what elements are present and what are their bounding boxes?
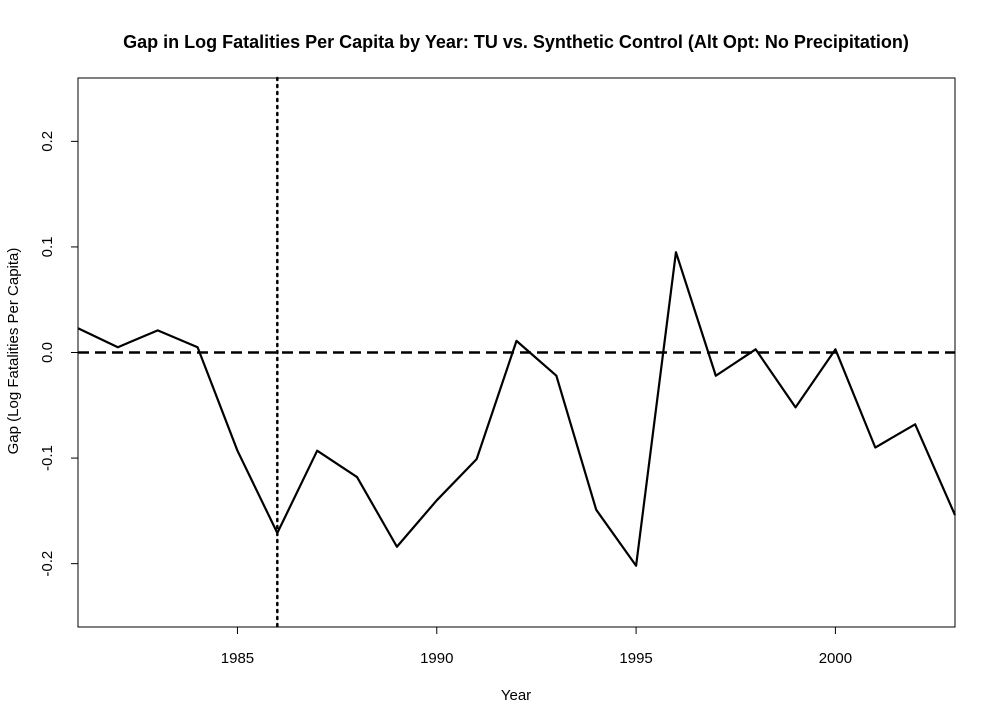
data-point xyxy=(755,348,757,350)
axes: 1985 1990 1995 2000 -0.2 -0.1 0.0 0.1 0.2 xyxy=(39,131,852,667)
plot-frame xyxy=(77,77,956,628)
data-point xyxy=(914,423,916,425)
data-point xyxy=(436,499,438,501)
data-point xyxy=(396,546,398,548)
data-point xyxy=(715,375,717,377)
chart-title: Gap in Log Fatalities Per Capita by Year… xyxy=(123,32,909,52)
data-point xyxy=(516,340,518,342)
x-tick-label: 1995 xyxy=(619,650,652,667)
data-point xyxy=(197,346,199,348)
y-tick-label: 0.1 xyxy=(39,236,56,257)
data-point xyxy=(795,406,797,408)
y-tick-label: 0.0 xyxy=(39,342,56,363)
x-axis-label: Year xyxy=(501,687,531,704)
data-point xyxy=(555,375,557,377)
x-tick-label: 1990 xyxy=(420,650,453,667)
y-axis-label: Gap (Log Fatalities Per Capita) xyxy=(5,248,22,455)
y-tick-label: 0.2 xyxy=(39,131,56,152)
data-point xyxy=(356,476,358,478)
data-point xyxy=(874,447,876,449)
x-tick-label: 2000 xyxy=(819,650,852,667)
data-point xyxy=(316,450,318,452)
series-layer xyxy=(77,251,957,567)
data-point xyxy=(236,450,238,452)
data-point xyxy=(595,509,597,511)
data-point xyxy=(157,329,159,331)
data-point xyxy=(675,251,677,253)
data-point xyxy=(834,348,836,350)
reference-lines xyxy=(78,76,955,629)
data-point xyxy=(276,532,278,534)
data-point xyxy=(476,458,478,460)
y-tick-label: -0.2 xyxy=(39,551,56,577)
x-tick-label: 1985 xyxy=(221,650,254,667)
data-point xyxy=(635,565,637,567)
y-tick-label: -0.1 xyxy=(39,445,56,471)
data-point xyxy=(117,346,119,348)
gap-series-line xyxy=(77,251,957,567)
